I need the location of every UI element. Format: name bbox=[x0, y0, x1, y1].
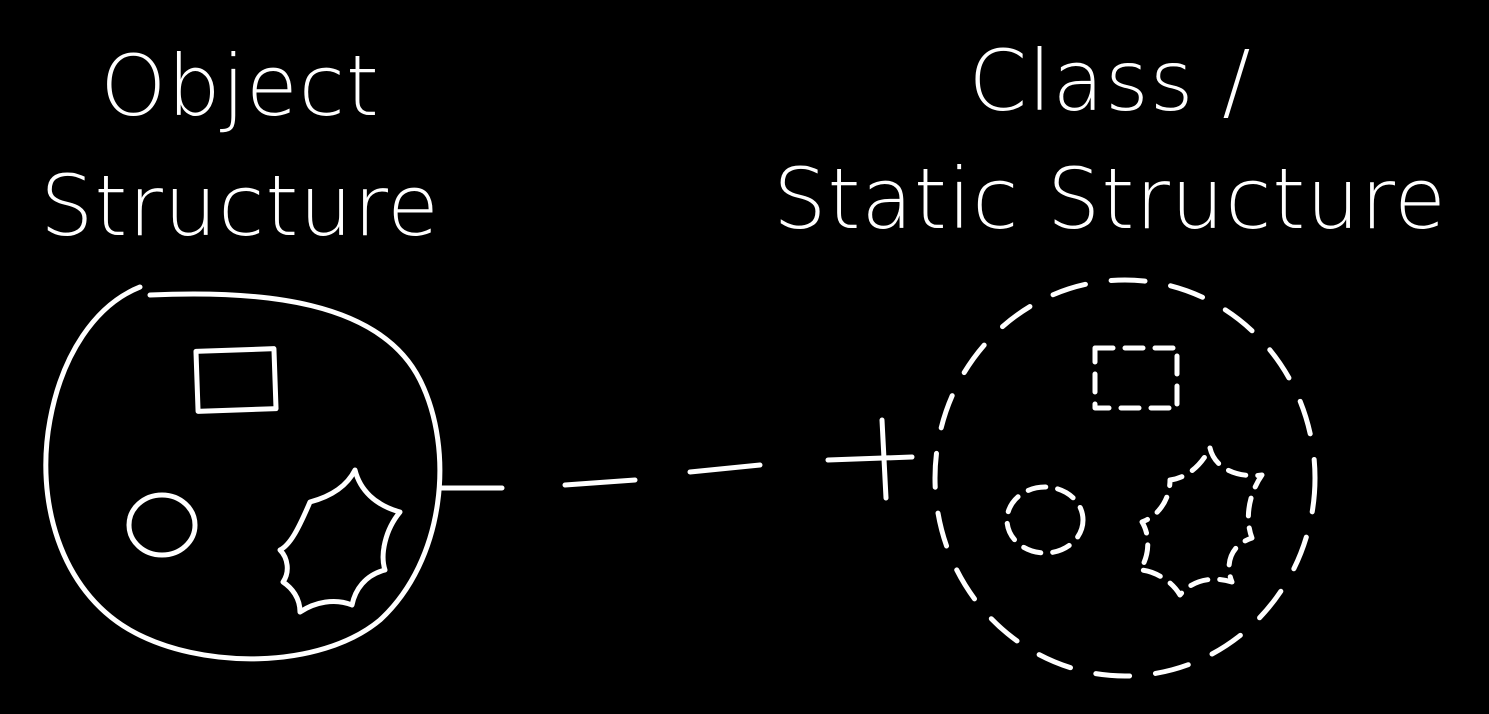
object-structure-title-line2: Structure bbox=[40, 157, 440, 255]
object-structure-title-line1: Object bbox=[100, 37, 380, 135]
object-star-shape bbox=[277, 467, 403, 615]
class-boundary-circle bbox=[932, 277, 1318, 679]
class-structure-title-line2: Static Structure bbox=[773, 150, 1447, 248]
dashed-link bbox=[562, 417, 915, 501]
class-circle bbox=[1004, 484, 1086, 556]
plus-mark-vertical bbox=[879, 417, 889, 501]
dash-segment-2 bbox=[687, 462, 763, 475]
class-star-shape bbox=[1137, 445, 1265, 598]
class-structure-group bbox=[932, 277, 1318, 679]
object-circle bbox=[126, 492, 198, 558]
object-boundary-circle bbox=[43, 284, 443, 662]
class-square bbox=[1092, 345, 1180, 411]
dash-segment-1 bbox=[562, 477, 638, 488]
class-structure-title-line1: Class / bbox=[969, 32, 1252, 130]
object-structure-group bbox=[43, 284, 505, 662]
plus-mark-horizontal bbox=[825, 454, 915, 463]
object-square bbox=[193, 346, 279, 414]
